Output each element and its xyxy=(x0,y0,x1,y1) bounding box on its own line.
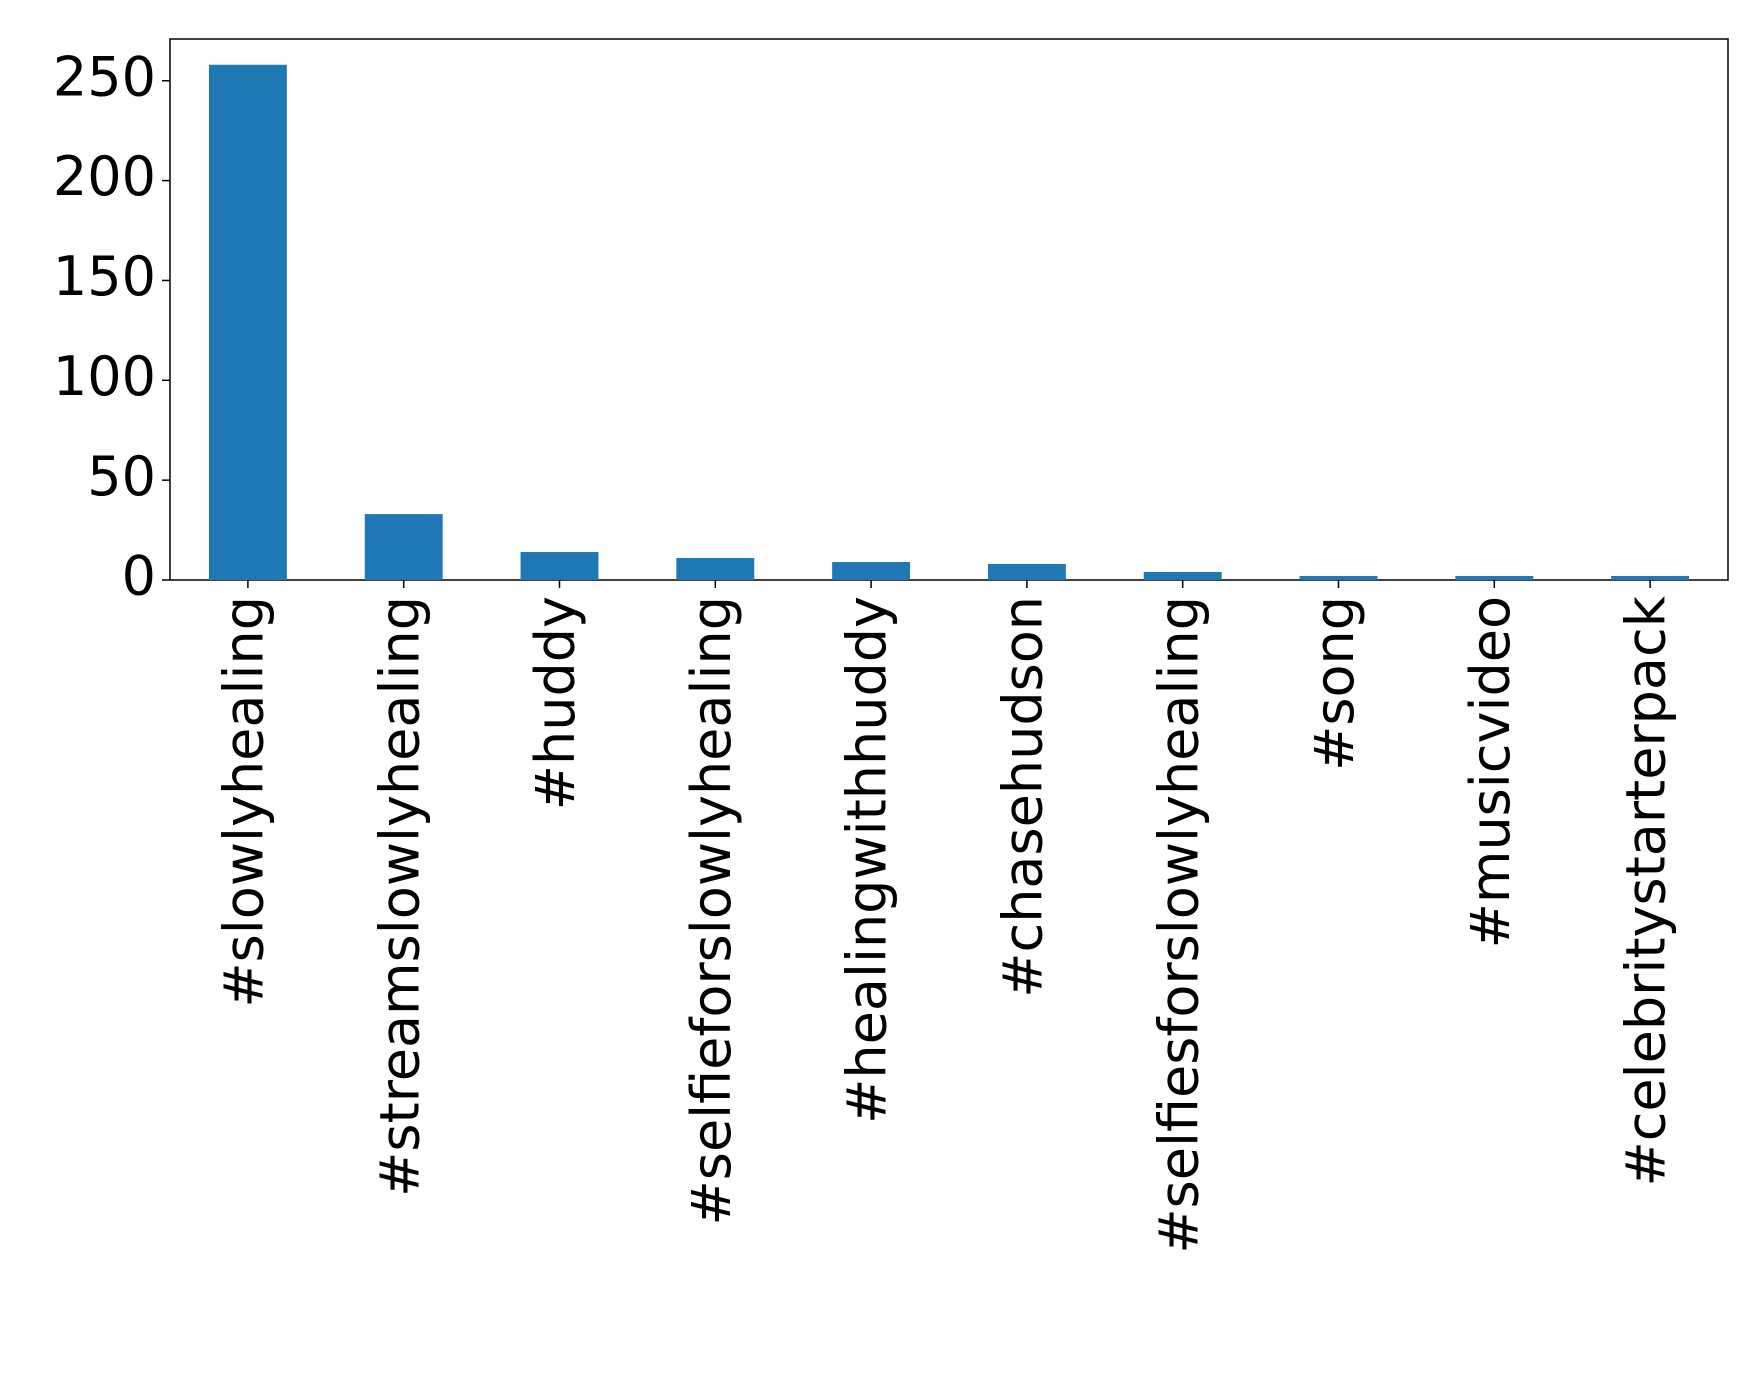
x-tick-label: #selfieforslowlyhealing xyxy=(680,596,743,1225)
bar xyxy=(1143,572,1222,580)
x-tick-label: #huddy xyxy=(524,596,587,810)
x-tick-label: #chasehudson xyxy=(992,596,1055,998)
x-tick-label: #celebritystarterpack xyxy=(1615,595,1678,1186)
x-tick-label: #musicvideo xyxy=(1459,596,1522,948)
x-tick-label: #selfiesforslowlyhealing xyxy=(1147,596,1210,1254)
y-tick-label: 250 xyxy=(53,45,156,108)
bar xyxy=(832,562,911,580)
y-tick-label: 100 xyxy=(53,345,156,408)
x-tick-label: #streamslowlyhealing xyxy=(368,596,431,1197)
bar xyxy=(208,64,287,580)
bar xyxy=(987,564,1066,580)
x-tick-label: #healingwithhuddy xyxy=(836,596,899,1124)
bar xyxy=(676,558,755,580)
x-tick-label: #song xyxy=(1303,596,1366,771)
y-tick-label: 150 xyxy=(53,245,156,308)
x-tick-label: #slowlyhealing xyxy=(213,596,276,1008)
plot-frame xyxy=(169,38,1729,581)
bar xyxy=(364,514,443,580)
y-tick-label: 200 xyxy=(53,145,156,208)
y-tick-label: 50 xyxy=(87,445,156,508)
bar xyxy=(520,552,599,580)
bar xyxy=(1611,576,1690,580)
bar xyxy=(1299,576,1378,580)
y-tick-label: 0 xyxy=(122,545,156,608)
bar xyxy=(1455,576,1534,580)
